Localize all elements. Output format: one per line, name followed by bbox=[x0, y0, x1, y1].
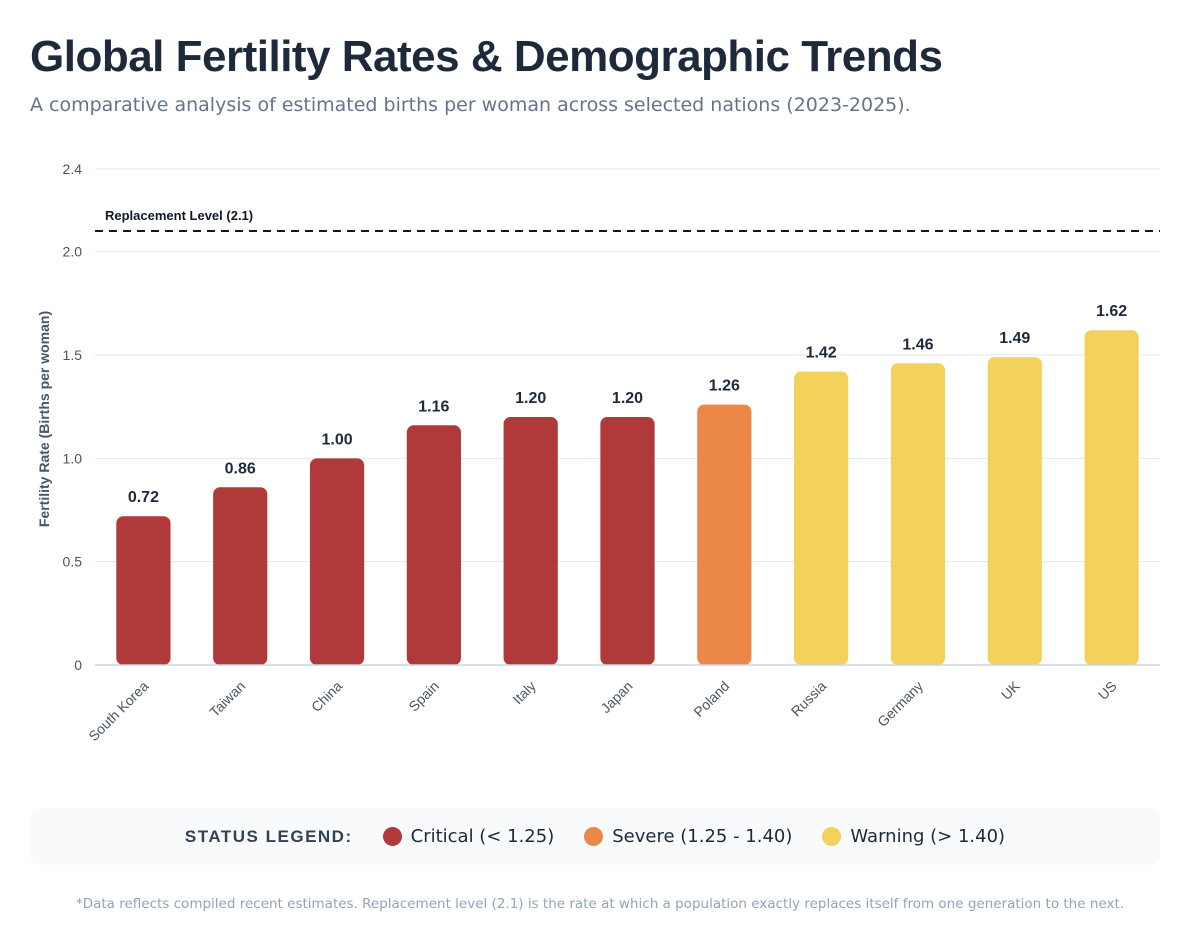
x-tick-label: Poland bbox=[690, 678, 732, 720]
status-legend: STATUS LEGEND: Critical (< 1.25) Severe … bbox=[30, 808, 1160, 865]
bar-value-label: 1.00 bbox=[321, 431, 352, 448]
bar-russia bbox=[794, 371, 849, 665]
bar-us bbox=[1084, 330, 1139, 665]
bar-value-label: 1.46 bbox=[902, 336, 933, 353]
bar-value-label: 1.42 bbox=[806, 345, 837, 362]
y-tick-label: 2.0 bbox=[63, 244, 83, 260]
bar-value-label: 1.26 bbox=[709, 378, 740, 395]
x-tick-label: Russia bbox=[788, 678, 830, 720]
bar-value-label: 0.72 bbox=[128, 489, 159, 506]
bar-uk bbox=[987, 357, 1042, 665]
x-tick-label: Spain bbox=[405, 678, 442, 715]
x-tick-labels: South Korea Taiwan China Spain Italy Japan Pol… bbox=[85, 677, 1120, 744]
bar-value-label: 1.16 bbox=[418, 398, 449, 415]
x-tick-label: South Korea bbox=[85, 678, 152, 745]
x-tick-label: China bbox=[308, 678, 345, 715]
bar-italy bbox=[503, 417, 558, 665]
bar-value-label: 1.20 bbox=[515, 390, 546, 407]
bar-south-korea bbox=[116, 516, 171, 665]
y-tick-label: 0 bbox=[74, 657, 82, 673]
bar-value-label: 1.62 bbox=[1096, 303, 1127, 320]
bar-china bbox=[309, 458, 365, 665]
x-tick-label: Taiwan bbox=[206, 678, 248, 720]
bars bbox=[116, 330, 1139, 665]
bar-germany bbox=[890, 363, 946, 665]
warning-swatch-icon bbox=[822, 827, 842, 846]
bar-value-label: 0.86 bbox=[225, 460, 256, 477]
x-tick-label: Japan bbox=[597, 678, 635, 716]
severe-swatch-icon bbox=[584, 827, 604, 846]
y-tick-label: 2.4 bbox=[63, 161, 83, 177]
y-tick-label: 1.0 bbox=[63, 450, 83, 466]
bar-taiwan bbox=[213, 487, 268, 665]
x-tick-label: US bbox=[1095, 678, 1120, 703]
bar-poland bbox=[697, 404, 752, 665]
page-title: Global Fertility Rates & Demographic Tre… bbox=[30, 32, 943, 81]
bar-value-labels: 0.72 0.86 1.00 1.16 1.20 1.20 1.26 1.42 1.46 1.49… bbox=[128, 303, 1127, 506]
x-tick-label: Italy bbox=[509, 678, 538, 707]
legend-item-warning: Warning (> 1.40) bbox=[822, 826, 1005, 847]
page-header: Global Fertility Rates & Demographic Tre… bbox=[30, 28, 1170, 118]
bar-spain bbox=[406, 425, 461, 665]
legend-item-critical: Critical (< 1.25) bbox=[382, 826, 555, 847]
y-tick-label: 0.5 bbox=[63, 554, 83, 570]
y-axis-label: Fertility Rate (Births per woman) bbox=[36, 311, 52, 527]
bar-value-label: 1.20 bbox=[612, 390, 643, 407]
x-tick-label: Germany bbox=[874, 678, 926, 730]
grid-lines bbox=[95, 168, 1160, 563]
y-tick-labels: 0 0.5 1.0 1.5 2.0 2.4 bbox=[63, 161, 83, 673]
footnote: *Data reflects compiled recent estimates… bbox=[75, 896, 1125, 912]
y-tick-label: 1.5 bbox=[63, 347, 83, 363]
bar-value-label: 1.49 bbox=[999, 330, 1030, 347]
legend-label-critical: Critical (< 1.25) bbox=[410, 826, 555, 847]
legend-item-severe: Severe (1.25 - 1.40) bbox=[584, 826, 792, 847]
bar-japan bbox=[600, 417, 655, 665]
critical-swatch-icon bbox=[382, 827, 402, 846]
fertility-bar-chart: 0 0.5 1.0 1.5 2.0 2.4 Fertility Rate (Births … bbox=[36, 161, 1160, 744]
legend-title: STATUS LEGEND: bbox=[184, 826, 353, 846]
x-tick-label: UK bbox=[998, 677, 1024, 703]
replacement-level-label: Replacement Level (2.1) bbox=[105, 208, 253, 223]
legend-label-warning: Warning (> 1.40) bbox=[850, 826, 1006, 847]
page-subtitle: A comparative analysis of estimated birt… bbox=[30, 94, 911, 116]
legend-label-severe: Severe (1.25 - 1.40) bbox=[612, 826, 793, 847]
